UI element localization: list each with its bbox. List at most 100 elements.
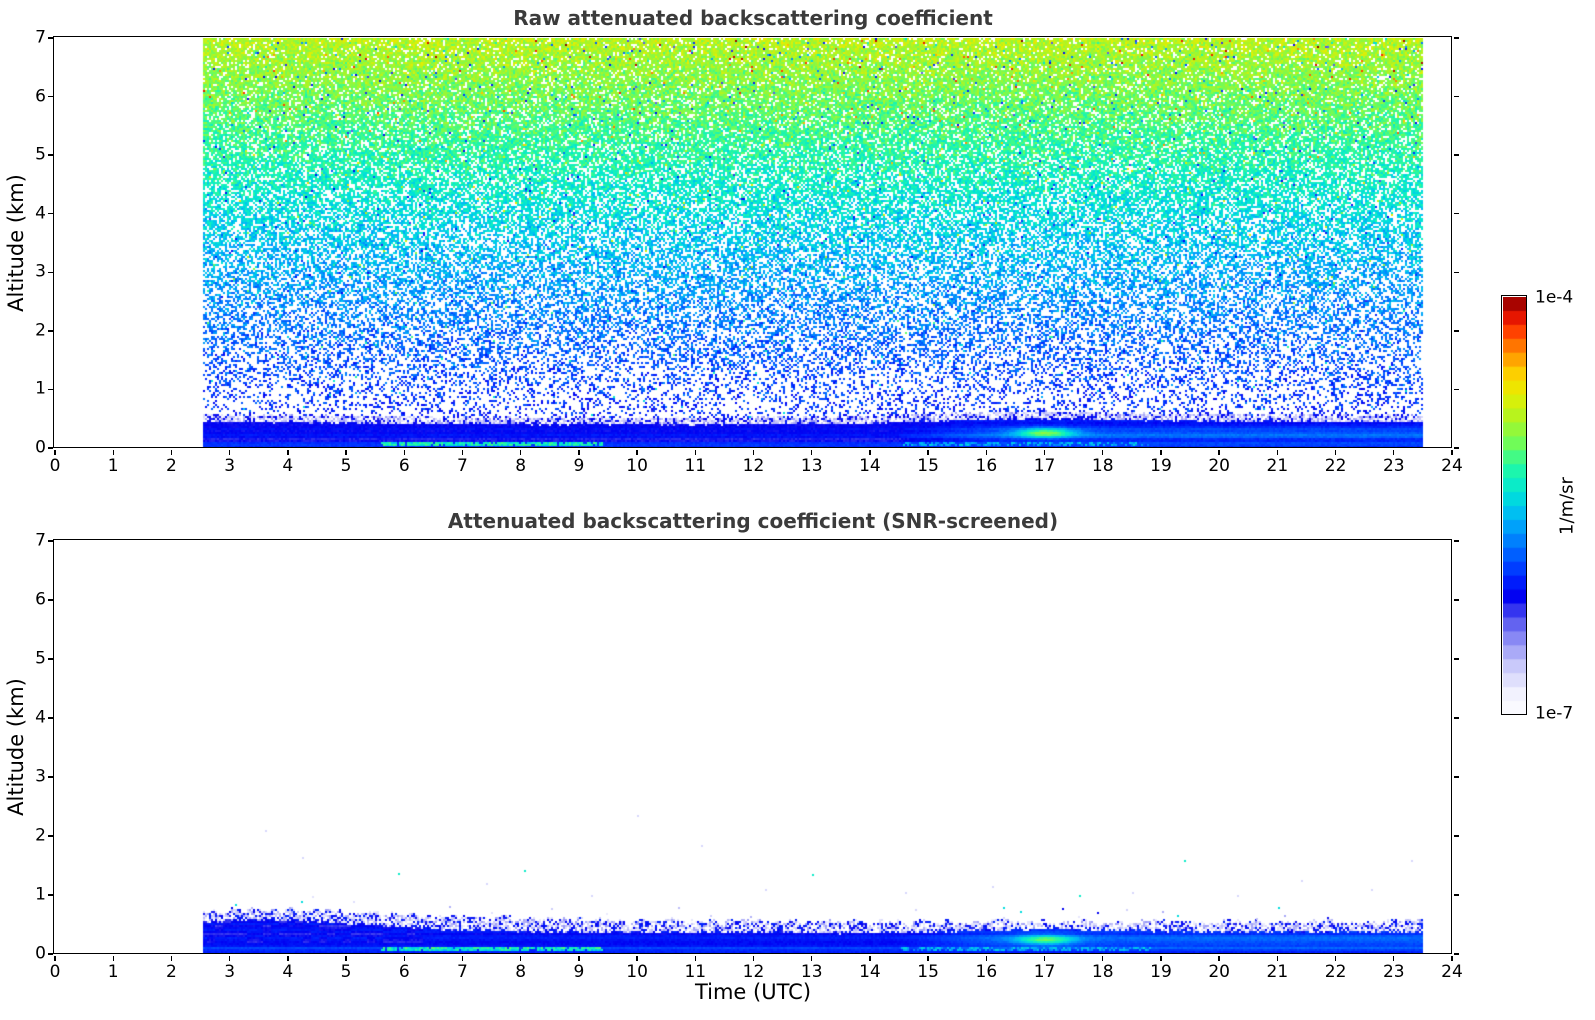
y-tick-mark-right (1453, 271, 1459, 273)
y-tick-label: 1 (35, 884, 46, 905)
x-tick-mark (1276, 449, 1279, 455)
x-tick-mark (1451, 955, 1453, 961)
colorbar-unit-label: 1/m/sr (1556, 477, 1578, 535)
x-tick-label: 17 (1033, 962, 1056, 982)
y-tick-mark (48, 599, 54, 601)
x-tick-label: 14 (859, 456, 881, 476)
y-tick-mark-right (1453, 953, 1459, 955)
x-tick-mark (927, 955, 929, 961)
y-tick-mark (48, 388, 54, 391)
x-tick-label: 8 (515, 962, 527, 982)
x-tick-mark (403, 955, 405, 961)
y-tick-mark (48, 213, 54, 215)
y-tick-mark-right (1453, 599, 1459, 601)
x-tick-mark (1451, 449, 1453, 455)
y-tick-mark-right (1453, 658, 1459, 660)
y-tick-mark (48, 953, 54, 955)
x-tick-mark (578, 449, 580, 455)
x-tick-mark (1160, 955, 1162, 961)
y-tick-label: 6 (35, 86, 46, 107)
x-tick-mark (811, 449, 813, 455)
x-tick-mark (228, 449, 231, 455)
x-tick-label: 0 (49, 962, 61, 982)
x-tick-mark (985, 955, 988, 961)
x-tick-mark (694, 449, 696, 455)
y-tick-label: 7 (35, 530, 46, 551)
x-tick-mark (112, 449, 114, 455)
y-tick-mark (48, 717, 54, 719)
x-tick-mark (54, 449, 56, 455)
y-tick-label: 1 (35, 378, 46, 399)
x-tick-mark (1334, 449, 1337, 455)
x-tick-label: 4 (282, 962, 294, 982)
x-tick-label: 14 (859, 962, 881, 982)
x-tick-mark (1218, 955, 1220, 961)
x-tick-label: 15 (917, 456, 939, 476)
x-tick-label: 9 (573, 456, 585, 476)
y-tick-mark-right (1453, 835, 1459, 837)
x-tick-mark (1043, 955, 1046, 961)
x-tick-label: 4 (282, 456, 294, 476)
x-tick-label: 3 (224, 962, 236, 982)
y-tick-mark (48, 835, 54, 837)
y-tick-label: 2 (35, 825, 46, 846)
colorbar-frame (1501, 295, 1528, 716)
y-tick-mark-right (1453, 154, 1459, 156)
y-tick-label: 4 (35, 203, 46, 224)
x-tick-mark (54, 955, 56, 961)
x-tick-label: 3 (224, 456, 236, 476)
x-tick-label: 12 (742, 456, 765, 476)
x-tick-label: 12 (742, 962, 765, 982)
x-tick-mark (403, 449, 405, 455)
y-tick-mark-right (1453, 95, 1459, 98)
y-tick-label: 5 (35, 648, 46, 669)
x-tick-label: 7 (457, 962, 468, 982)
raw-plot-frame (53, 36, 1453, 449)
x-tick-label: 20 (1208, 962, 1230, 982)
colorbar-canvas (1503, 297, 1527, 715)
x-tick-label: 8 (515, 456, 527, 476)
x-axis-label: Time (UTC) (694, 980, 812, 1004)
x-tick-label: 22 (1324, 962, 1347, 982)
x-tick-mark (1218, 449, 1220, 455)
x-tick-label: 1 (107, 456, 119, 476)
y-tick-label: 7 (35, 27, 46, 48)
y-tick-mark (48, 447, 54, 449)
x-tick-label: 1 (107, 962, 119, 982)
x-tick-label: 2 (165, 456, 177, 476)
colorbar-min-label: 1e-7 (1535, 703, 1574, 724)
x-tick-mark (519, 449, 522, 455)
x-tick-mark (927, 449, 929, 455)
x-tick-label: 6 (398, 456, 410, 476)
x-tick-mark (1393, 955, 1395, 961)
x-tick-label: 6 (398, 962, 410, 982)
y-tick-mark-right (1453, 388, 1459, 391)
screened-heatmap-canvas (55, 541, 1452, 954)
x-tick-label: 9 (573, 962, 585, 982)
raw-heatmap-canvas (55, 38, 1452, 448)
x-tick-mark (461, 449, 464, 455)
y-tick-label: 4 (35, 707, 46, 728)
x-tick-mark (985, 449, 988, 455)
x-tick-label: 10 (626, 962, 648, 982)
x-tick-mark (869, 449, 871, 455)
x-tick-label: 18 (1091, 456, 1114, 476)
x-tick-mark (1043, 449, 1046, 455)
x-tick-label: 21 (1266, 962, 1289, 982)
y-tick-label: 0 (35, 943, 46, 964)
y-tick-label: 3 (35, 766, 46, 787)
x-tick-mark (752, 955, 755, 961)
x-tick-mark (287, 955, 289, 961)
x-tick-label: 13 (800, 962, 823, 982)
x-tick-mark (1102, 449, 1104, 455)
x-tick-mark (811, 955, 813, 961)
y-tick-label: 0 (35, 437, 46, 458)
x-tick-label: 21 (1266, 456, 1289, 476)
x-tick-mark (636, 449, 638, 455)
y-tick-label: 6 (35, 589, 46, 610)
y-tick-mark-right (1453, 776, 1459, 778)
x-tick-mark (228, 955, 231, 961)
y-tick-mark (48, 37, 54, 39)
x-tick-label: 10 (626, 456, 648, 476)
